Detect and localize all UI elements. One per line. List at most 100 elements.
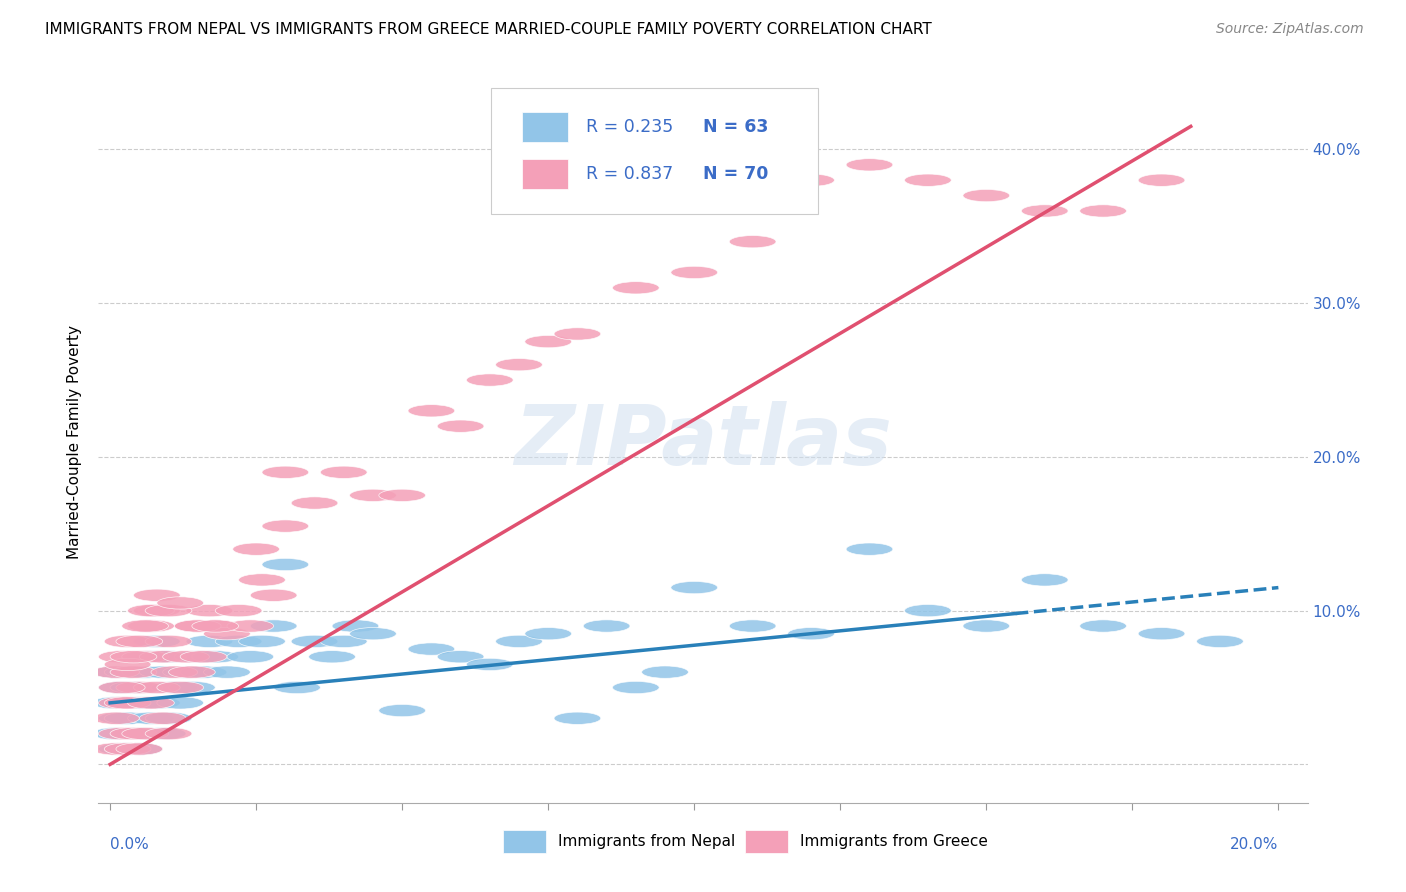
Circle shape	[115, 681, 163, 694]
Text: R = 0.837: R = 0.837	[586, 165, 673, 183]
Circle shape	[115, 743, 163, 756]
Circle shape	[554, 712, 600, 724]
Circle shape	[1080, 205, 1126, 217]
Circle shape	[467, 658, 513, 671]
Circle shape	[110, 728, 157, 739]
Text: ZIPatlas: ZIPatlas	[515, 401, 891, 482]
FancyBboxPatch shape	[522, 112, 568, 143]
Circle shape	[226, 650, 274, 663]
Circle shape	[350, 628, 396, 640]
Circle shape	[583, 620, 630, 632]
Circle shape	[134, 697, 180, 709]
Circle shape	[496, 359, 543, 371]
Circle shape	[408, 405, 454, 417]
Circle shape	[787, 628, 834, 640]
Circle shape	[128, 620, 174, 632]
Circle shape	[139, 666, 186, 678]
Circle shape	[110, 666, 157, 678]
Circle shape	[110, 728, 157, 739]
Circle shape	[104, 743, 150, 756]
Circle shape	[104, 666, 150, 678]
Circle shape	[262, 520, 309, 533]
Circle shape	[467, 374, 513, 386]
Circle shape	[730, 620, 776, 632]
Text: 20.0%: 20.0%	[1230, 837, 1278, 852]
Circle shape	[378, 705, 426, 716]
FancyBboxPatch shape	[522, 159, 568, 189]
Circle shape	[98, 743, 145, 756]
Circle shape	[104, 743, 150, 756]
Text: Immigrants from Nepal: Immigrants from Nepal	[558, 834, 735, 849]
Circle shape	[291, 635, 337, 648]
Circle shape	[174, 650, 221, 663]
Circle shape	[98, 650, 145, 663]
Circle shape	[191, 650, 239, 663]
Circle shape	[163, 666, 209, 678]
Circle shape	[1021, 574, 1069, 586]
Circle shape	[233, 543, 280, 556]
Circle shape	[174, 620, 221, 632]
Circle shape	[98, 728, 145, 739]
Circle shape	[145, 650, 191, 663]
Circle shape	[350, 489, 396, 501]
Circle shape	[139, 728, 186, 739]
Circle shape	[122, 666, 169, 678]
Circle shape	[321, 467, 367, 478]
Circle shape	[139, 712, 186, 724]
Circle shape	[191, 620, 239, 632]
Text: N = 70: N = 70	[703, 165, 768, 183]
Circle shape	[186, 635, 233, 648]
Circle shape	[309, 650, 356, 663]
Circle shape	[1197, 635, 1243, 648]
Circle shape	[98, 712, 145, 724]
Circle shape	[163, 650, 209, 663]
Circle shape	[93, 666, 139, 678]
Circle shape	[157, 697, 204, 709]
Circle shape	[262, 558, 309, 571]
Circle shape	[128, 697, 174, 709]
Circle shape	[613, 681, 659, 694]
Circle shape	[524, 335, 572, 348]
Circle shape	[180, 666, 226, 678]
Circle shape	[846, 543, 893, 556]
Circle shape	[150, 681, 198, 694]
Circle shape	[98, 681, 145, 694]
Circle shape	[93, 712, 139, 724]
Circle shape	[145, 605, 191, 616]
Circle shape	[128, 650, 174, 663]
Circle shape	[904, 174, 952, 186]
Circle shape	[496, 635, 543, 648]
Circle shape	[134, 589, 180, 601]
Circle shape	[128, 712, 174, 724]
Circle shape	[904, 605, 952, 616]
Circle shape	[215, 605, 262, 616]
Circle shape	[191, 620, 239, 632]
Circle shape	[437, 420, 484, 433]
Circle shape	[110, 650, 157, 663]
Circle shape	[215, 635, 262, 648]
Circle shape	[134, 635, 180, 648]
Circle shape	[250, 589, 297, 601]
Circle shape	[186, 605, 233, 616]
Circle shape	[150, 666, 198, 678]
Circle shape	[98, 697, 145, 709]
Circle shape	[104, 658, 150, 671]
Circle shape	[157, 597, 204, 609]
Circle shape	[262, 467, 309, 478]
Y-axis label: Married-Couple Family Poverty: Married-Couple Family Poverty	[67, 325, 83, 558]
Circle shape	[239, 574, 285, 586]
Circle shape	[1139, 628, 1185, 640]
Circle shape	[169, 681, 215, 694]
Circle shape	[1080, 620, 1126, 632]
Circle shape	[671, 582, 717, 594]
Circle shape	[180, 650, 226, 663]
Circle shape	[122, 650, 169, 663]
Circle shape	[104, 712, 150, 724]
Text: Immigrants from Greece: Immigrants from Greece	[800, 834, 987, 849]
Circle shape	[730, 235, 776, 248]
Circle shape	[641, 666, 689, 678]
Circle shape	[378, 489, 426, 501]
Circle shape	[139, 650, 186, 663]
Text: Source: ZipAtlas.com: Source: ZipAtlas.com	[1216, 22, 1364, 37]
Circle shape	[787, 174, 834, 186]
